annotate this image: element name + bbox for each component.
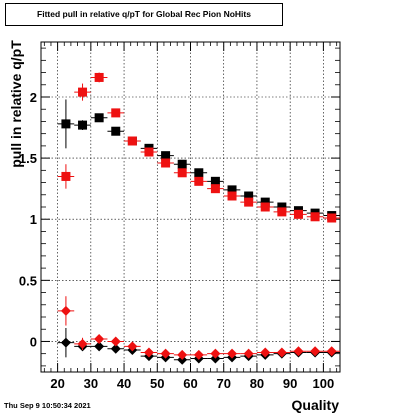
y-tick-label: 1.5 <box>19 151 37 166</box>
data-point <box>127 136 137 146</box>
data-point <box>77 338 88 349</box>
axes: 20 30 40 50 60 70 80 90 100 0 0.5 1 1.5 2 <box>19 42 340 391</box>
series-red-diamond <box>57 296 340 360</box>
x-tick-label: 50 <box>150 376 164 391</box>
data-point <box>210 176 220 186</box>
data-point <box>111 126 121 136</box>
data-point <box>78 87 88 97</box>
data-point <box>244 197 254 207</box>
data-point <box>160 348 171 359</box>
data-point <box>210 184 220 194</box>
data-point <box>143 347 154 358</box>
series-red-square <box>57 72 340 223</box>
chart-title-box: Fitted pull in relative q/pT for Global … <box>5 3 283 26</box>
data-point <box>60 305 71 316</box>
data-point <box>177 159 187 169</box>
data-point <box>276 347 287 358</box>
data-point <box>177 168 187 178</box>
data-point <box>144 147 154 157</box>
data-marks <box>57 72 340 365</box>
data-point <box>94 72 104 82</box>
data-point <box>110 343 121 354</box>
data-point <box>310 212 320 222</box>
data-point <box>260 202 270 212</box>
data-point <box>244 191 254 201</box>
data-point <box>161 151 171 161</box>
data-point <box>227 348 238 359</box>
data-point <box>78 120 88 130</box>
y-tick-label: 0.5 <box>19 273 37 288</box>
x-tick-label: 40 <box>117 376 131 391</box>
y-tick-label: 2 <box>30 90 37 105</box>
data-point <box>111 108 121 118</box>
data-point <box>177 349 188 360</box>
x-tick-label: 70 <box>216 376 230 391</box>
y-tick-label: 1 <box>30 212 37 227</box>
data-point <box>61 119 71 129</box>
data-point <box>210 348 221 359</box>
data-point <box>260 197 270 207</box>
data-point <box>310 346 321 357</box>
data-point <box>293 346 304 357</box>
x-axis-label: Quality <box>292 397 340 413</box>
data-point <box>293 209 303 219</box>
data-point <box>277 207 287 217</box>
x-tick-label: 100 <box>313 376 335 391</box>
data-point <box>60 337 71 348</box>
data-point <box>161 158 171 168</box>
y-axis-label: pull in relative q/pT <box>8 40 24 168</box>
data-point <box>194 168 204 178</box>
data-point <box>193 349 204 360</box>
data-point <box>243 348 254 359</box>
data-point <box>94 334 105 344</box>
data-point <box>277 202 287 212</box>
data-point <box>110 336 121 347</box>
data-point <box>94 113 104 123</box>
data-point <box>260 347 271 358</box>
data-point <box>61 171 71 181</box>
data-point <box>194 176 204 186</box>
data-point <box>327 213 337 223</box>
timestamp-footer: Thu Sep 9 10:50:34 2021 <box>4 401 91 410</box>
x-tick-label: 90 <box>283 376 297 391</box>
x-tick-label: 30 <box>84 376 98 391</box>
data-point <box>127 341 138 352</box>
chart-title: Fitted pull in relative q/pT for Global … <box>37 9 251 19</box>
x-tick-label: 60 <box>183 376 197 391</box>
x-tick-label: 20 <box>50 376 64 391</box>
data-point <box>227 185 237 195</box>
y-tick-label: 0 <box>30 334 37 349</box>
data-point <box>227 191 237 201</box>
x-tick-label: 80 <box>250 376 264 391</box>
data-point <box>94 341 105 352</box>
data-point <box>326 346 337 357</box>
